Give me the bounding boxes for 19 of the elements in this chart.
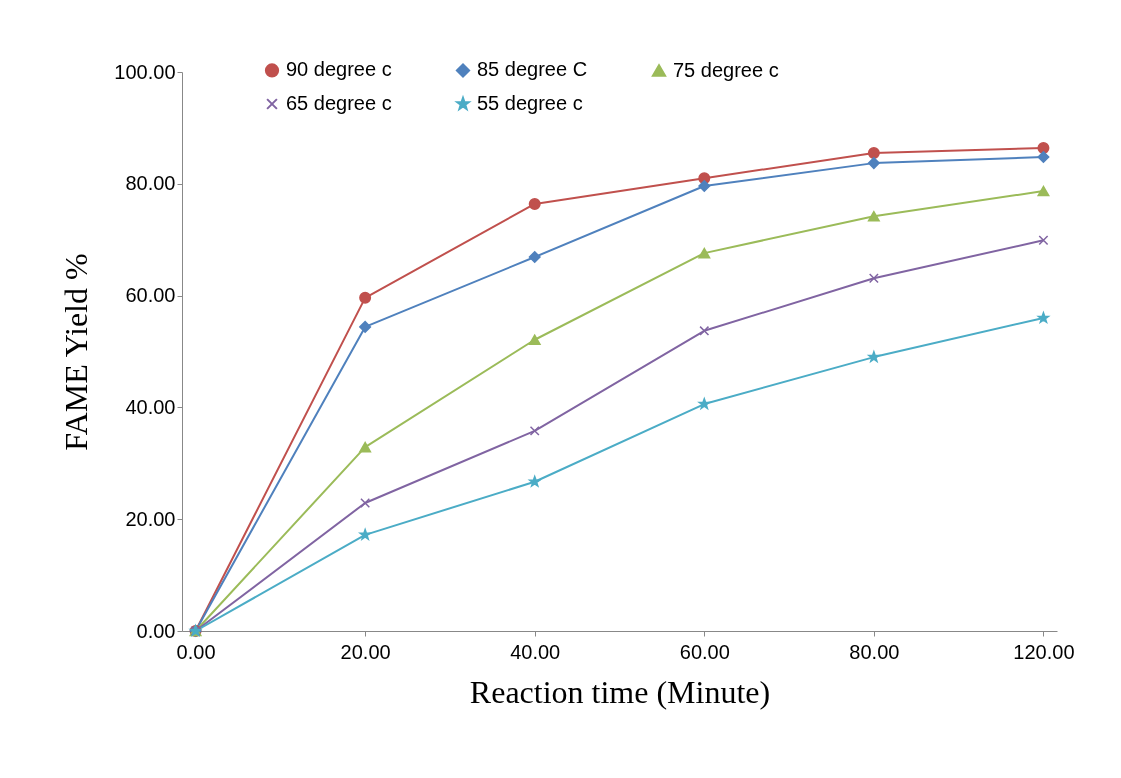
x-tick-label: 80.00 [849,640,900,663]
y-tick-label: 20.00 [125,507,176,530]
legend-label: 85 degree C [477,58,588,81]
legend-label: 55 degree c [477,92,583,114]
x-tick-label: 40.00 [510,640,561,663]
x-tick-label: 0.00 [176,640,216,663]
x-tick-label: 20.00 [340,640,391,663]
x-tick-label: 60.00 [679,640,730,663]
legend-label: 75 degree c [673,58,779,81]
legend-label: 65 degree c [286,92,392,114]
y-axis-title: FAME Yield % [58,253,95,451]
y-tick-label: 100.00 [114,60,176,83]
y-tick-label: 0.00 [136,619,176,642]
x-tick-label: 120.00 [1013,640,1075,663]
y-tick-label: 80.00 [125,172,176,195]
y-tick-label: 60.00 [125,284,176,307]
x-axis-title: Reaction time (Minute) [469,673,771,710]
y-tick-label: 40.00 [125,395,176,418]
legend-label: 90 degree c [286,58,392,81]
